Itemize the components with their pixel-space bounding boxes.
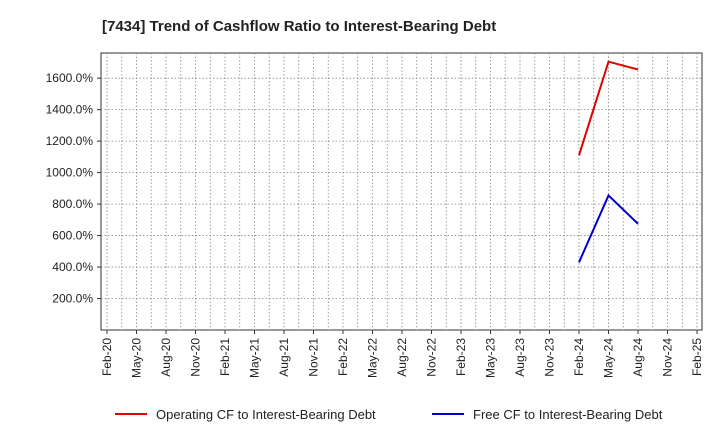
- x-tick-label: May-21: [248, 338, 262, 378]
- legend-label: Free CF to Interest-Bearing Debt: [473, 407, 663, 422]
- x-tick-label: Nov-22: [425, 338, 439, 377]
- plot-area: [100, 52, 703, 331]
- x-tick-label: Nov-20: [189, 338, 203, 377]
- series-lines: [578, 60, 639, 263]
- x-tick-label: May-23: [484, 338, 498, 378]
- x-tick-label: Feb-24: [572, 338, 586, 376]
- x-tick-label: Feb-25: [690, 338, 704, 376]
- chart-title: [7434] Trend of Cashflow Ratio to Intere…: [102, 18, 496, 35]
- x-tick-label: Aug-23: [513, 338, 527, 377]
- y-tick-label: 400.0%: [52, 260, 93, 274]
- x-tick-label: Feb-23: [454, 338, 468, 376]
- y-tick-label: 1600.0%: [46, 71, 94, 85]
- x-tick-label: Aug-22: [395, 338, 409, 377]
- y-tick-label: 200.0%: [52, 292, 93, 306]
- x-tick-label: May-24: [602, 338, 616, 378]
- y-tick-label: 800.0%: [52, 197, 93, 211]
- x-tick-label: Nov-23: [543, 338, 557, 377]
- x-tick-label: Feb-22: [336, 338, 350, 376]
- x-tick-label: May-20: [130, 338, 144, 378]
- grid-lines: [101, 53, 702, 330]
- x-tick-label: Aug-21: [277, 338, 291, 377]
- series-line: [578, 193, 639, 263]
- x-axis-ticks: Feb-20 May-20 Aug-20 Nov-20 Feb-21 May-21 Aug-…: [100, 330, 720, 378]
- legend-label: Operating CF to Interest-Bearing Debt: [156, 407, 376, 422]
- y-tick-label: 1400.0%: [46, 103, 94, 117]
- x-tick-label: Feb-21: [218, 338, 232, 376]
- x-tick-label: Nov-24: [661, 338, 675, 377]
- x-tick-label: Feb-20: [100, 338, 114, 376]
- legend: Operating CF to Interest-Bearing Debt Fre…: [115, 407, 663, 422]
- y-axis-ticks: 200.0% 400.0% 600.0% 800.0% 1000.0% 1200.0% 14…: [46, 71, 101, 306]
- y-tick-label: 600.0%: [52, 229, 93, 243]
- series-line: [578, 60, 639, 156]
- x-tick-label: May-22: [366, 338, 380, 378]
- x-tick-label: Aug-24: [631, 338, 645, 377]
- y-tick-label: 1200.0%: [46, 134, 94, 148]
- x-tick-label: Nov-21: [307, 338, 321, 377]
- x-tick-label: Aug-20: [159, 338, 173, 377]
- y-tick-label: 1000.0%: [46, 166, 94, 180]
